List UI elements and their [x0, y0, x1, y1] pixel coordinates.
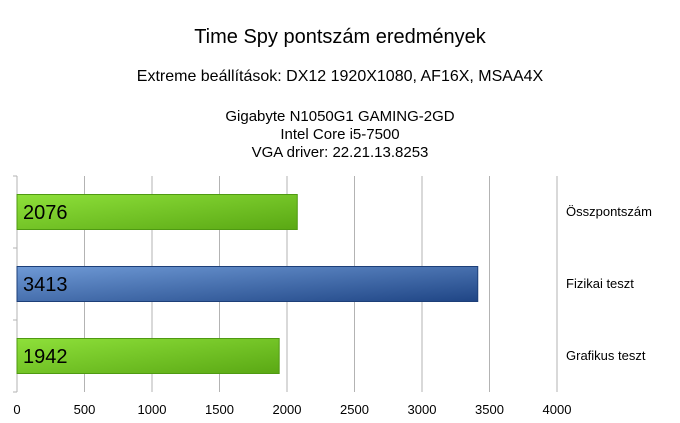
chart-subtitle: Extreme beállítások: DX12 1920X1080, AF1…	[136, 68, 544, 85]
x-tick-label: 2000	[273, 402, 302, 417]
category-label: Összpontszám	[566, 204, 652, 219]
bar	[16, 194, 298, 230]
data-label: 3413	[23, 274, 68, 296]
x-tick-label: 500	[74, 402, 96, 417]
data-label: 2076	[23, 202, 68, 224]
hardware-info: Gigabyte N1050G1 GAMING-2GD Intel Core i…	[0, 108, 680, 162]
bar	[16, 338, 280, 374]
x-tick-label: 0	[13, 402, 20, 417]
x-tick-label: 3500	[475, 402, 504, 417]
info-line-gpu: Gigabyte N1050G1 GAMING-2GD	[225, 108, 455, 125]
chart-title: Time Spy pontszám eredmények	[194, 26, 486, 48]
bar	[16, 266, 479, 302]
x-tick-label: 1000	[138, 402, 167, 417]
category-label: Grafikus teszt	[566, 348, 646, 363]
category-label: Fizikai teszt	[566, 276, 634, 291]
x-tick-label: 2500	[340, 402, 369, 417]
x-tick-label: 1500	[205, 402, 234, 417]
x-tick-label: 3000	[408, 402, 437, 417]
plot-area: 2076 Összpontszám 3413 Fizikai teszt 1942 Gra…	[13, 175, 652, 417]
info-line-driver: VGA driver: 22.21.13.8253	[251, 144, 429, 161]
info-line-cpu: Intel Core i5-7500	[280, 126, 400, 143]
x-tick-label: 4000	[543, 402, 572, 417]
data-label: 1942	[23, 346, 68, 368]
